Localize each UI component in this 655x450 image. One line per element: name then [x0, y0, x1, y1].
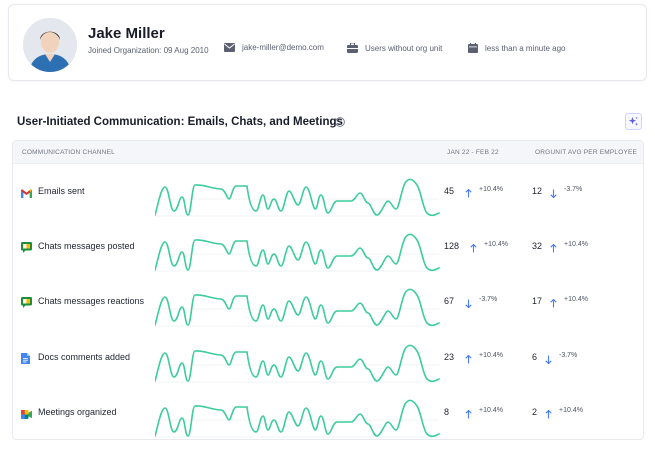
period-change: +10.4%	[479, 406, 503, 414]
profile-card: Jake Miller Joined Organization: 09 Aug …	[8, 4, 647, 81]
period-change: +10.4%	[479, 186, 503, 193]
gmail-icon	[21, 185, 32, 198]
orgunit-avg-change: +10.4%	[564, 296, 588, 304]
period-change: +10.4%	[479, 351, 503, 359]
table-row[interactable]: Meetings organized 8 +10.4% 2 +10.4%	[13, 386, 643, 441]
briefcase-icon	[347, 43, 358, 53]
table-header: COMMUNICATION CHANNEL JAN 22 - FEB 22 OR…	[13, 141, 643, 164]
arrow-up-icon	[545, 406, 552, 424]
channel-label: Meetings organized	[38, 406, 117, 417]
communication-table: COMMUNICATION CHANNEL JAN 22 - FEB 22 OR…	[12, 140, 644, 440]
period-value: 67	[444, 296, 455, 307]
docs-icon	[21, 351, 32, 364]
period-value: 23	[444, 351, 455, 362]
orgunit-avg-value: 32	[532, 241, 543, 252]
channel-label: Chats messages reactions	[38, 296, 145, 307]
last-seen-text: less than a minute ago	[485, 43, 566, 53]
orgunit-avg-change: +10.4%	[559, 406, 583, 414]
orgunit-avg-value: 17	[532, 296, 543, 307]
avatar	[23, 18, 77, 72]
email-text[interactable]: jake-miller@demo.com	[242, 43, 324, 52]
arrow-up-icon	[465, 351, 472, 369]
orgunit-avg-value: 12	[532, 186, 543, 196]
period-change: +10.4%	[484, 241, 508, 249]
last-seen-meta: less than a minute ago	[468, 43, 566, 53]
sparkline-chart	[155, 289, 440, 327]
period-value: 8	[444, 406, 450, 417]
table-row[interactable]: Docs comments added 23 +10.4% 6 -3.7%	[13, 331, 643, 386]
email-meta: jake-miller@demo.com	[224, 43, 324, 52]
arrow-down-icon	[550, 185, 557, 203]
chat-icon	[21, 295, 32, 309]
info-icon[interactable]	[335, 117, 345, 127]
arrow-up-icon	[550, 240, 557, 258]
channel-label: Emails sent	[38, 186, 85, 196]
sparkline-chart	[155, 344, 440, 382]
chat-icon	[21, 240, 32, 254]
table-row[interactable]: Emails sent 45 +10.4% 12 -3.7%	[13, 165, 643, 220]
period-value: 45	[444, 186, 455, 196]
table-row[interactable]: Chats messages posted 128 +10.4% 32 +10.4%	[13, 220, 643, 275]
section-title: User-Initiated Communication: Emails, Ch…	[17, 116, 343, 128]
arrow-up-icon	[465, 406, 472, 424]
orgunit-avg-change: +10.4%	[564, 241, 588, 249]
org-unit-text: Users without org unit	[365, 43, 443, 53]
arrow-up-icon	[470, 240, 477, 258]
arrow-up-icon	[465, 185, 472, 203]
table-row[interactable]: Chats messages reactions 67 -3.7% 17 +10.4%	[13, 275, 643, 330]
calendar-icon	[468, 43, 478, 53]
joined-date: Joined Organization: 09 Aug 2010	[88, 46, 209, 55]
channel-label: Chats messages posted	[38, 241, 135, 252]
sparkline-chart	[155, 233, 440, 272]
arrow-down-icon	[465, 295, 472, 313]
arrow-up-icon	[550, 295, 557, 313]
header-channel[interactable]: COMMUNICATION CHANNEL	[22, 149, 115, 156]
org-unit-meta: Users without org unit	[347, 43, 442, 53]
orgunit-avg-value: 2	[532, 406, 538, 417]
orgunit-avg-change: -3.7%	[559, 351, 578, 359]
channel-label: Docs comments added	[38, 351, 131, 362]
header-orgunit[interactable]: ORGUNIT AVG PER EMPLOYEE	[535, 149, 638, 156]
meet-icon	[21, 406, 32, 419]
mail-icon	[224, 43, 235, 52]
ai-insights-button[interactable]	[625, 113, 642, 130]
arrow-down-icon	[545, 351, 552, 369]
profile-name: Jake Miller	[88, 25, 165, 42]
period-value: 128	[444, 241, 460, 252]
period-change: -3.7%	[479, 296, 498, 304]
sparkline-chart	[155, 178, 440, 217]
header-period[interactable]: JAN 22 - FEB 22	[447, 149, 499, 156]
sparkline-chart	[155, 399, 440, 438]
sparkle-icon	[628, 116, 639, 126]
orgunit-avg-change: -3.7%	[564, 186, 583, 193]
orgunit-avg-value: 6	[532, 351, 538, 362]
